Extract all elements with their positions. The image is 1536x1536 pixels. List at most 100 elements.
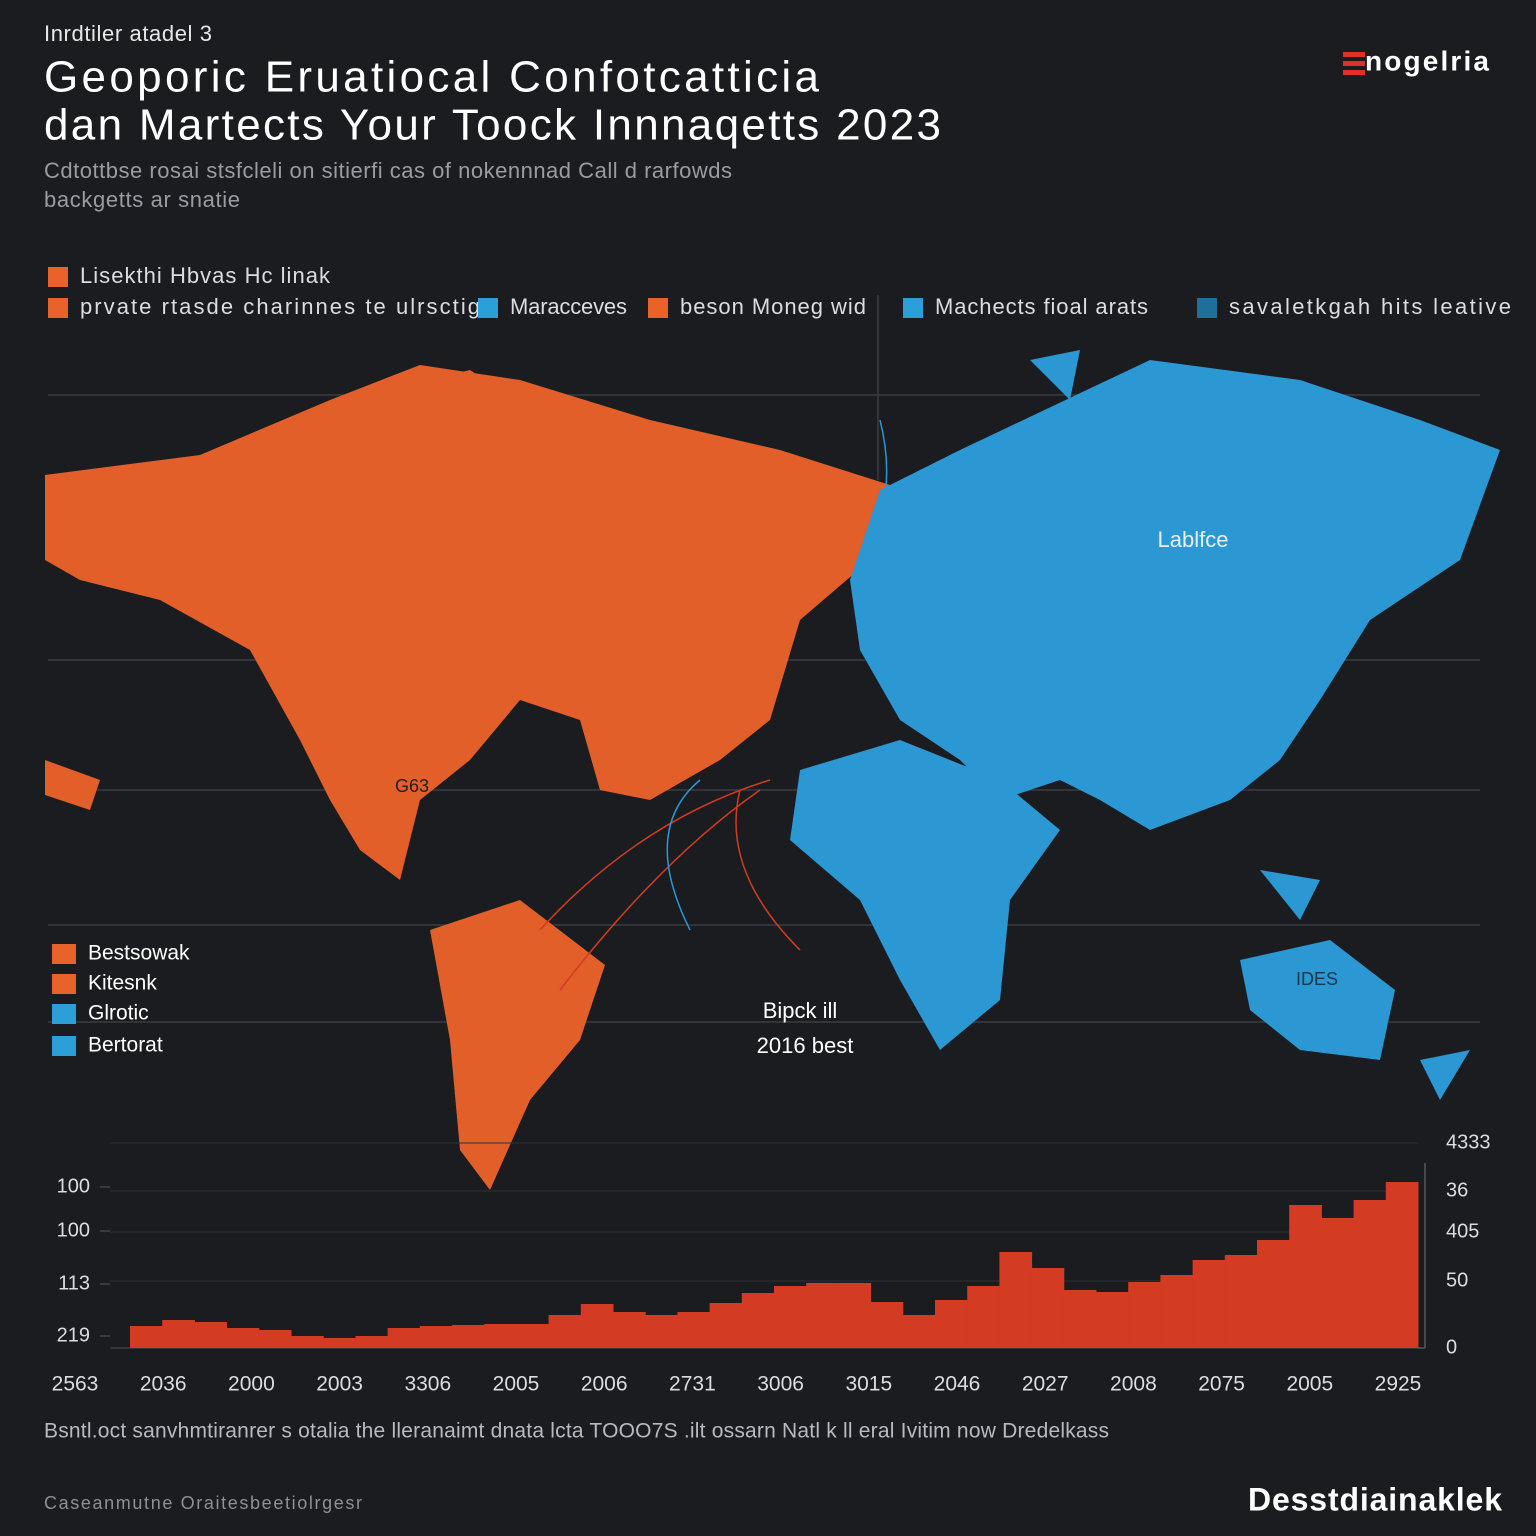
- legend-label: Machects fioal arats: [935, 294, 1148, 319]
- bar: [162, 1320, 195, 1348]
- brand: Desstdiainaklek: [1248, 1481, 1502, 1517]
- y-tick-label: 50: [1446, 1269, 1468, 1291]
- legend-swatch: [903, 298, 923, 318]
- legend-swatch: [648, 298, 668, 318]
- bar: [709, 1303, 743, 1348]
- region-west: [430, 900, 605, 1190]
- y2-tick-label: 100: [57, 1219, 90, 1241]
- x-tick-label: 2006: [581, 1373, 628, 1396]
- bar: [291, 1336, 324, 1348]
- bar: [387, 1328, 421, 1348]
- legend-label: savaletkgah hits leative: [1229, 294, 1511, 319]
- map-label: 2016 best: [757, 1033, 854, 1058]
- bar: [838, 1283, 872, 1348]
- title-line: dan Martects Your Toock Innnaqetts 2023: [44, 101, 941, 150]
- legend-swatch: [52, 944, 76, 964]
- logo-bar: [1343, 70, 1365, 75]
- subtitle-line: backgetts ar snatie: [44, 187, 240, 212]
- bar: [355, 1336, 389, 1348]
- x-tick-label: 2003: [316, 1373, 363, 1396]
- legend-label: prvate rtasde charinnes te ulrsctig: [80, 294, 480, 319]
- logo: nogelria: [1343, 45, 1489, 76]
- x-tick-label: 2005: [493, 1373, 540, 1396]
- bar: [1257, 1240, 1290, 1348]
- title-line: Geoporic Eruatiocal Confotcatticia: [44, 53, 820, 102]
- bar: [935, 1300, 968, 1348]
- x-tick-label: 2563: [52, 1373, 99, 1396]
- y-tick-label: 0: [1446, 1336, 1457, 1358]
- logo-bar: [1343, 52, 1365, 57]
- bar: [580, 1304, 614, 1348]
- bar: [323, 1338, 356, 1348]
- connection: [666, 779, 701, 931]
- bar: [1224, 1255, 1258, 1348]
- map-label: Bipck ill: [763, 998, 838, 1023]
- bar: [1128, 1282, 1161, 1348]
- bar: [741, 1293, 775, 1348]
- map-label: G63: [395, 776, 429, 796]
- bar: [1353, 1200, 1387, 1348]
- legend-swatch: [1197, 298, 1217, 318]
- x-tick-label: 2000: [228, 1373, 275, 1396]
- map-label: IDES: [1296, 969, 1338, 989]
- y2-tick-label: 113: [58, 1272, 90, 1294]
- region-east: [850, 360, 1500, 830]
- y2-tick-label: 219: [57, 1324, 90, 1346]
- y2-tick-label: 100: [57, 1175, 90, 1197]
- bar: [226, 1328, 260, 1348]
- bar: [194, 1322, 228, 1348]
- bar: [1289, 1205, 1322, 1348]
- subtitle-line: Cdtottbse rosai stsfcleli on sitierfi ca…: [44, 158, 732, 183]
- x-tick-label: 2046: [934, 1373, 981, 1396]
- x-tick-label: 2925: [1375, 1373, 1422, 1396]
- bar: [806, 1283, 839, 1348]
- bar: [645, 1315, 678, 1348]
- legend-swatch: [52, 1036, 76, 1056]
- x-tick-label: 2027: [1022, 1373, 1069, 1396]
- legend-swatch: [48, 267, 68, 287]
- y-tick-label: 36: [1446, 1179, 1468, 1201]
- legend-label: Lisekthi Hbvas Hc linak: [80, 263, 331, 288]
- bar: [258, 1330, 292, 1348]
- legend-swatch: [52, 974, 76, 994]
- connection: [539, 779, 771, 931]
- bar: [967, 1286, 1000, 1348]
- bar: [1160, 1275, 1194, 1348]
- legend-label: Glrotic: [88, 1002, 149, 1025]
- kicker: Inrdtiler atadel 3: [44, 21, 212, 46]
- world-map: [45, 350, 1500, 1190]
- bar: [1321, 1218, 1355, 1348]
- legend-label: Maracceves: [510, 294, 627, 319]
- bar: [548, 1315, 582, 1348]
- connection: [859, 419, 888, 561]
- connections: [539, 419, 888, 991]
- legend-label: Bertorat: [88, 1034, 163, 1057]
- map-label: Lablfce: [1158, 527, 1229, 552]
- x-tick-label: 2075: [1198, 1373, 1245, 1396]
- bar: [516, 1324, 550, 1348]
- logo-text: nogelria: [1365, 45, 1489, 76]
- region-west: [45, 760, 100, 810]
- bar: [902, 1315, 936, 1348]
- bar: [870, 1302, 904, 1348]
- legend-swatch: [478, 298, 498, 318]
- legend-label: beson Moneg wid: [680, 294, 866, 319]
- bar: [484, 1324, 517, 1348]
- x-tick-label: 2008: [1110, 1373, 1157, 1396]
- region-west: [370, 370, 530, 500]
- bar: [1192, 1260, 1226, 1348]
- x-tick-label: 3006: [757, 1373, 804, 1396]
- bar: [1385, 1182, 1419, 1348]
- y-tick-label: 405: [1446, 1220, 1479, 1242]
- bar: [130, 1326, 163, 1348]
- logo-bar: [1343, 61, 1365, 66]
- bar: [1063, 1290, 1097, 1348]
- bar: [1096, 1292, 1129, 1348]
- legend-swatch: [52, 1004, 76, 1024]
- region-west: [45, 365, 890, 880]
- region-east: [1240, 940, 1395, 1060]
- x-tick-label: 2005: [1286, 1373, 1333, 1396]
- region-east: [790, 740, 1060, 1050]
- legend-label: Bestsowak: [88, 942, 190, 965]
